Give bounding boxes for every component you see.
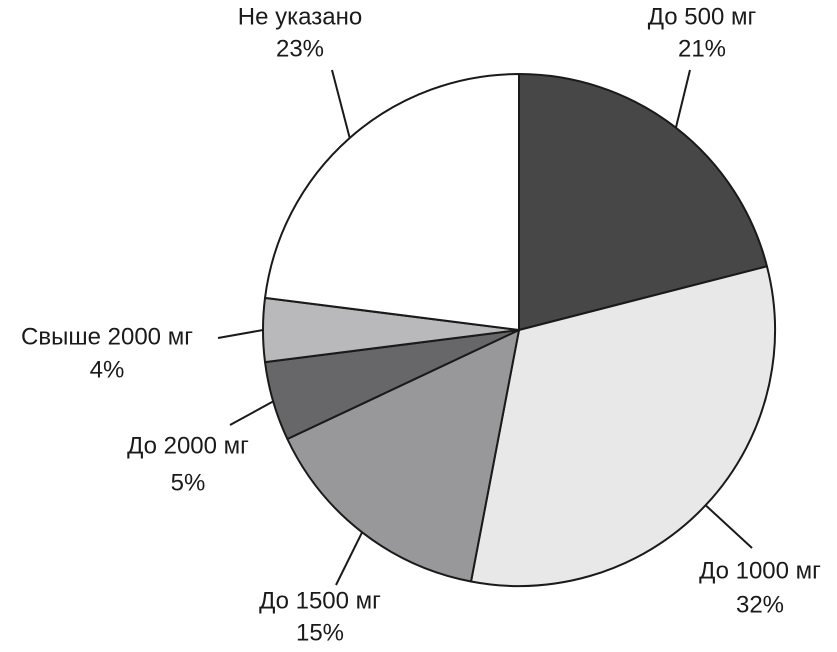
- pie-slice: [286, 329, 520, 583]
- leader-line: [217, 329, 264, 339]
- pie-slice: [264, 73, 520, 331]
- slice-label: До 2000 мг: [127, 432, 249, 459]
- leader-line: [335, 531, 363, 586]
- leader-line: [704, 504, 753, 549]
- leader-line: [674, 69, 691, 128]
- slice-value-label: 23%: [276, 35, 324, 62]
- slice-label: До 500 мг: [648, 3, 757, 30]
- slice-value-label: 32%: [736, 591, 784, 618]
- slice-label: До 1500 мг: [259, 587, 381, 614]
- leader-line: [331, 69, 351, 139]
- slice-label: Не указано: [238, 3, 362, 30]
- leader-line: [229, 400, 274, 426]
- slice-value-label: 5%: [171, 469, 206, 496]
- slice-value-label: 15%: [296, 619, 344, 646]
- slice-value-label: 4%: [90, 356, 125, 383]
- pie-slice: [518, 73, 768, 331]
- slice-label: Свыше 2000 мг: [21, 323, 193, 350]
- slice-value-label: 21%: [678, 35, 726, 62]
- slice-label: До 1000 мг: [699, 557, 821, 584]
- pie-slice: [470, 265, 776, 587]
